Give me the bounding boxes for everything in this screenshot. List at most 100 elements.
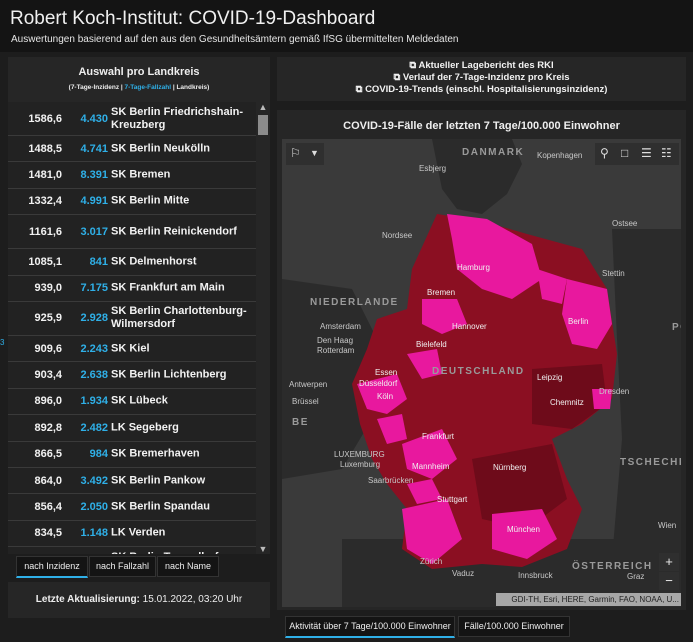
legend-district: Landkreis) <box>176 84 210 91</box>
district-name: SK Kiel <box>111 342 150 355</box>
map-label-muenchen: München <box>507 525 540 534</box>
hotspot-muenchen <box>492 509 557 559</box>
map-label-luxemburg: Luxemburg <box>340 460 381 469</box>
district-list-scrollbar[interactable]: ▲ ▼ <box>256 102 270 554</box>
map-label-tschechien: TSCHECHIEN <box>620 457 681 468</box>
incidence-value: 925,9 <box>34 312 62 325</box>
tab-sort-incidence[interactable]: nach Inzidenz <box>16 556 88 578</box>
district-name: SK Berlin Charlottenburg-Wilmersdorf <box>111 305 247 331</box>
map-label-stettin: Stettin <box>602 269 625 278</box>
incidence-value: 939,0 <box>34 282 62 295</box>
incidence-value: 1488,5 <box>28 142 62 155</box>
map-view[interactable]: DANMARK Kopenhagen Esbjerg Ostsee Nordse… <box>282 139 681 607</box>
hotspot-southwest <box>402 499 462 564</box>
list-item[interactable]: 903,4 2.638 SK Berlin Lichtenberg <box>8 362 256 389</box>
incidence-value: 896,0 <box>34 395 62 408</box>
case-count: 2.638 <box>80 369 108 382</box>
page-subtitle: Auswertungen basierend auf den aus den G… <box>11 34 459 45</box>
list-item[interactable]: 1586,6 4.430 SK Berlin Friedrichshain-Kreu… <box>8 102 256 136</box>
case-count: 2.482 <box>80 421 108 434</box>
map-panel: COVID-19-Fälle der letzten 7 Tage/100.00… <box>277 110 686 610</box>
list-item[interactable]: 1085,1 841 SK Delmenhorst <box>8 249 256 276</box>
link-inzidenz-verlauf[interactable]: ⧉ Verlauf der 7-Tage-Inzidenz pro Kreis <box>277 72 686 83</box>
map-label-esbjerg: Esbjerg <box>419 164 447 173</box>
incidence-value: 903,4 <box>34 369 62 382</box>
district-list[interactable]: 1586,6 4.430 SK Berlin Friedrichshain-Kreu… <box>8 102 256 554</box>
tab-activity-7days[interactable]: Aktivität über 7 Tage/100.000 Einwohner <box>285 616 455 638</box>
map-label-nuernberg: Nürnberg <box>493 463 527 472</box>
map-label-antwerpen: Antwerpen <box>289 380 328 389</box>
chevron-up-icon[interactable]: ▲ <box>258 102 268 112</box>
case-count: 1.934 <box>80 395 108 408</box>
list-item[interactable]: 909,6 2.243 SK Kiel <box>8 336 256 363</box>
bookmark-icon[interactable]: □ <box>621 146 629 160</box>
tab-sort-cases[interactable]: nach Fallzahl <box>89 556 156 577</box>
list-item[interactable]: 1332,4 4.991 SK Berlin Mitte <box>8 189 256 216</box>
incidence-value: 856,4 <box>34 500 62 513</box>
list-item[interactable]: 856,4 2.050 SK Berlin Spandau <box>8 494 256 521</box>
list-item[interactable]: 925,9 2.928 SK Berlin Charlottenburg-Wilme… <box>8 302 256 336</box>
layer-list-icon[interactable]: ☰ <box>641 146 652 160</box>
legend-incidence: (7-Tage-Inzidenz <box>68 84 120 91</box>
map-label-stuttgart: Stuttgart <box>437 495 468 504</box>
map-label-wien: Wien <box>658 521 677 530</box>
case-count: 2.050 <box>80 500 108 513</box>
list-item[interactable]: 866,5 984 SK Bremerhaven <box>8 442 256 468</box>
list-item[interactable]: 1161,6 3.017 SK Berlin Reinickendorf <box>8 215 256 250</box>
district-list-panel: Auswahl pro Landkreis (7-Tage-Inzidenz |… <box>8 57 270 554</box>
incidence-value: 1332,4 <box>28 195 62 208</box>
last-update-value: 15.01.2022, 03:20 Uhr <box>142 594 243 605</box>
list-item[interactable]: 813,42.776SK Berlin Tempelhof-Schöneberg <box>8 547 256 554</box>
search-icon[interactable]: ⚲ <box>600 146 609 160</box>
map-canvas[interactable] <box>282 139 681 607</box>
map-label-deutschland: DEUTSCHLAND <box>432 366 525 377</box>
district-name: SK Berlin Spandau <box>111 500 211 513</box>
map-label-dresden: Dresden <box>599 387 630 396</box>
links-panel: ⧉ Aktueller Lagebericht des RKI ⧉ Verlau… <box>277 57 686 101</box>
hotspot-bielefeld <box>407 349 442 379</box>
district-name: SK Berlin Neukölln <box>111 142 211 155</box>
map-label-ostsee: Ostsee <box>612 219 638 228</box>
incidence-value: 1481,0 <box>28 169 62 182</box>
link-lagebericht[interactable]: ⧉ Aktueller Lagebericht des RKI <box>277 60 686 71</box>
map-label-mannheim: Mannheim <box>412 462 450 471</box>
map-label-be: BE <box>292 417 309 428</box>
district-name: SK Berlin Friedrichshain-Kreuzberg <box>111 105 244 131</box>
list-item[interactable]: 864,0 3.492 SK Berlin Pankow <box>8 468 256 495</box>
case-count: 3.017 <box>80 225 108 238</box>
last-update-box: Letzte Aktualisierung: 15.01.2022, 03:20… <box>8 582 270 618</box>
map-attribution[interactable]: GDI-TH, Esri, HERE, Garmin, FAO, NOAA, U… <box>496 593 681 606</box>
map-label-leipzig: Leipzig <box>537 373 563 382</box>
chevron-down-icon[interactable]: ▼ <box>258 544 268 554</box>
zoom-in-button[interactable]: + <box>659 553 679 571</box>
link-covid-trends[interactable]: ⧉ COVID-19-Trends (einschl. Hospitalisie… <box>277 84 686 95</box>
map-label-kopenhagen: Kopenhagen <box>537 151 583 160</box>
list-item[interactable]: 1481,0 8.391 SK Bremen <box>8 162 256 189</box>
case-count: 2.243 <box>80 342 108 355</box>
tab-sort-name[interactable]: nach Name <box>157 556 219 577</box>
list-item[interactable]: 1488,5 4.741 SK Berlin Neukölln <box>8 136 256 163</box>
map-label-frankfurt: Frankfurt <box>422 432 455 441</box>
incidence-value: 866,5 <box>34 448 62 461</box>
map-label-luxemburg-country: LUXEMBURG <box>334 450 385 459</box>
case-count: 7.175 <box>80 282 108 295</box>
zoom-out-button[interactable]: − <box>659 572 679 590</box>
list-item[interactable]: 892,8 2.482 LK Segeberg <box>8 415 256 442</box>
chevron-down-icon[interactable]: ▼ <box>310 148 319 158</box>
map-label-rotterdam: Rotterdam <box>317 346 355 355</box>
tab-cases-per-100k[interactable]: Fälle/100.000 Einwohner <box>458 616 570 637</box>
map-label-innsbruck: Innsbruck <box>518 571 553 580</box>
hotspot-ruhr <box>357 374 407 414</box>
flag-icon[interactable]: ⚐ <box>290 146 301 160</box>
list-item[interactable]: 939,0 7.175 SK Frankfurt am Main <box>8 276 256 302</box>
hotspot-bremen <box>422 299 467 334</box>
map-label-bielefeld: Bielefeld <box>416 340 447 349</box>
legend-icon[interactable]: ☷ <box>661 146 672 160</box>
scrollbar-thumb[interactable] <box>258 115 268 135</box>
legend-separator: | <box>119 84 125 91</box>
list-item[interactable]: 896,0 1.934 SK Lübeck <box>8 389 256 416</box>
list-item[interactable]: 834,5 1.148 LK Verden <box>8 521 256 548</box>
case-count: 1.148 <box>80 527 108 540</box>
legend-case-count: 7-Tage-Fallzahl <box>124 84 172 91</box>
map-label-saarbruecken: Saarbrücken <box>368 476 414 485</box>
